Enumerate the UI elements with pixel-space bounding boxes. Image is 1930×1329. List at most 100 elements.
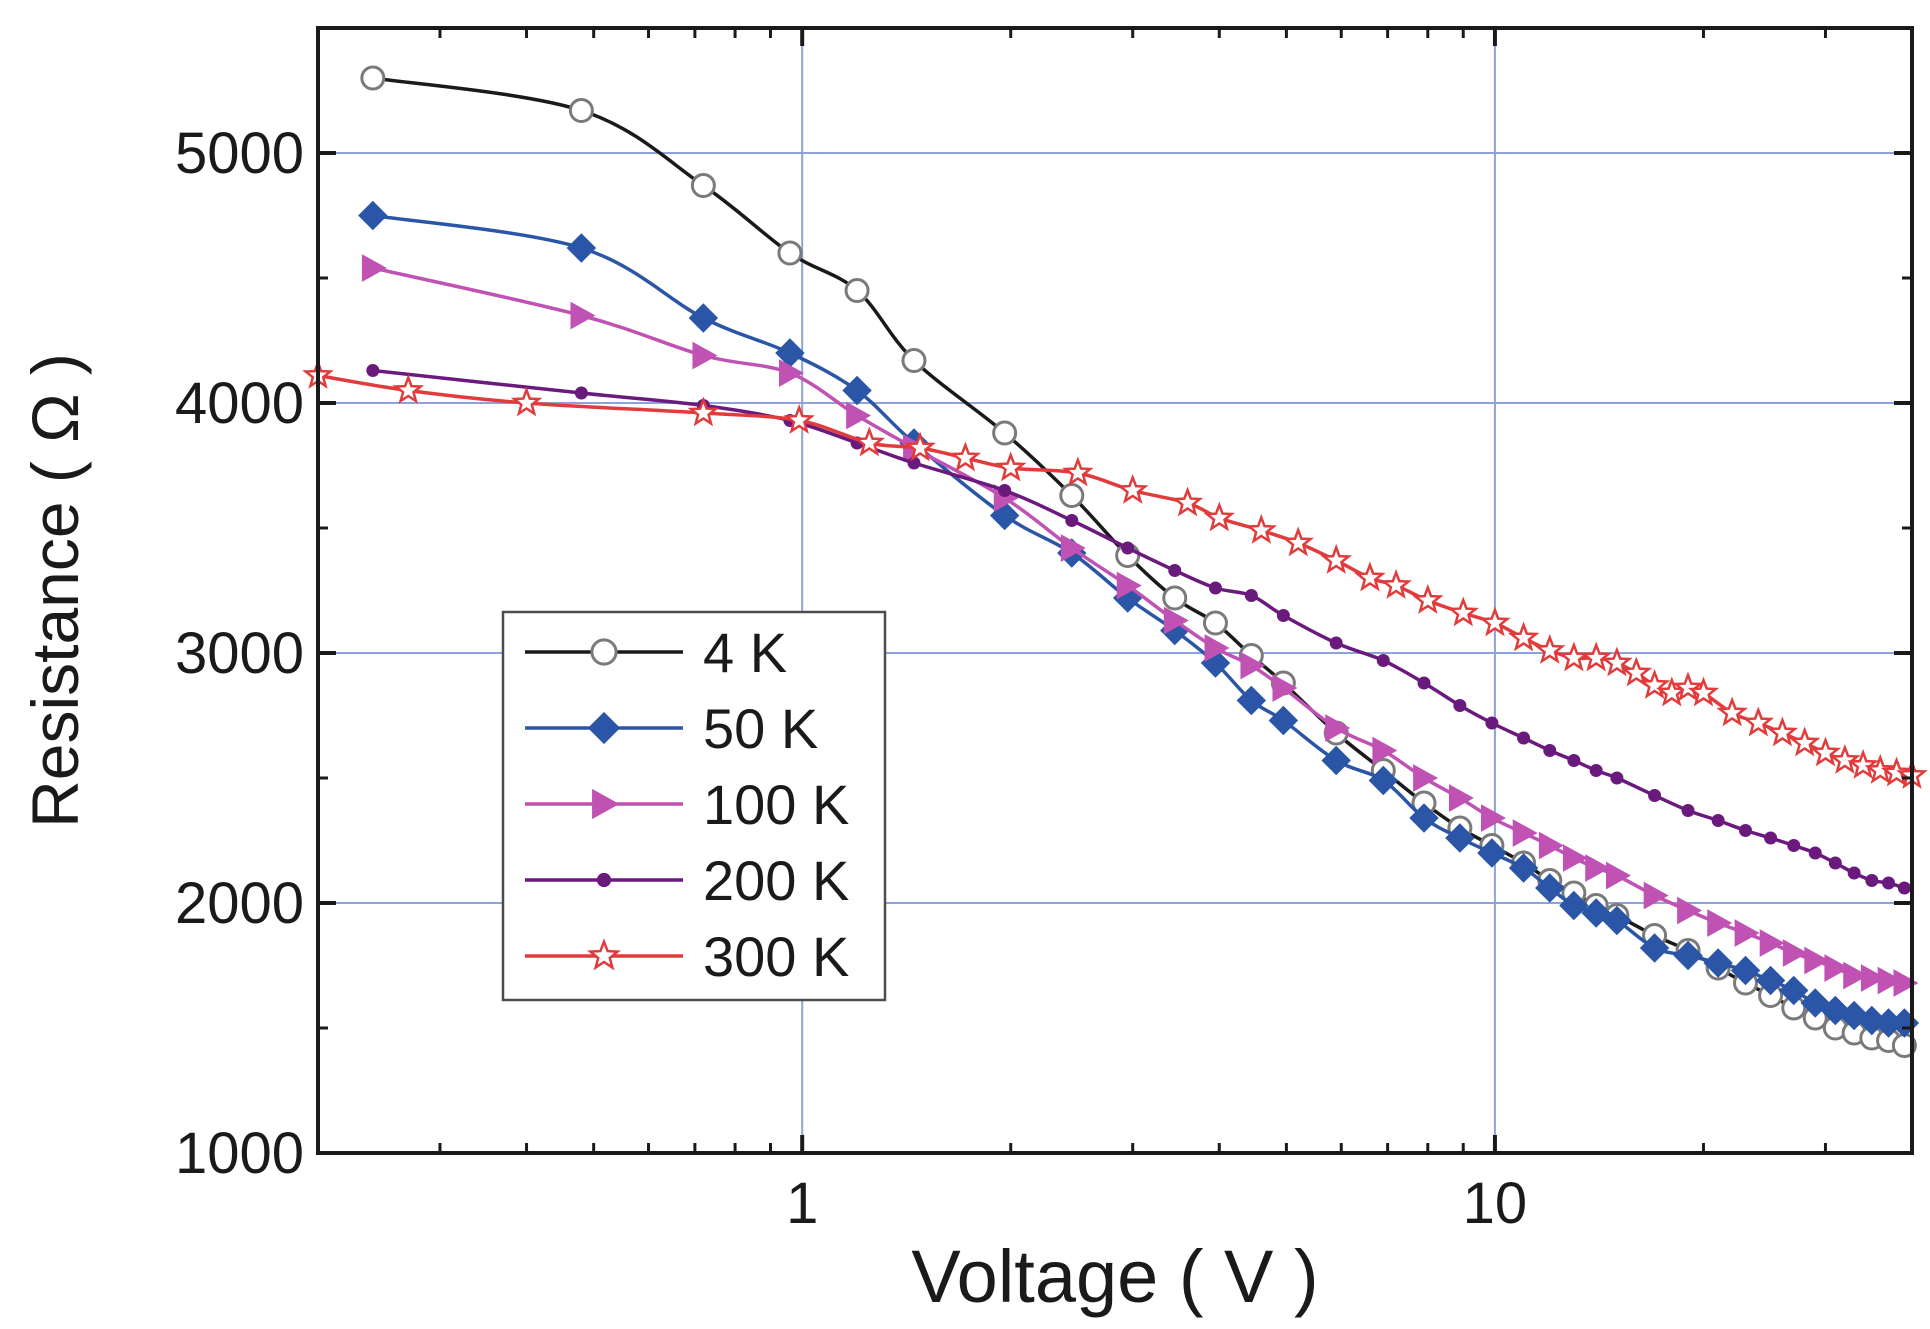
data-point (1535, 873, 1565, 903)
data-point (1716, 696, 1748, 727)
data-point (992, 420, 1018, 446)
y-tick-label: 4000 (175, 371, 304, 436)
data-point (1276, 609, 1290, 622)
data-point (1703, 948, 1733, 978)
data-point (510, 386, 543, 417)
data-point (1477, 838, 1507, 868)
data-point (1643, 881, 1669, 910)
data-point (566, 233, 597, 263)
data-point (1168, 564, 1182, 577)
data-point (692, 341, 718, 370)
legend-label: 100 K (703, 773, 849, 836)
data-point (1755, 965, 1786, 996)
series-300k (302, 358, 1928, 789)
data-point (1877, 966, 1903, 995)
data-point (783, 403, 815, 434)
data-point (1730, 955, 1761, 986)
data-point (1672, 671, 1704, 702)
data-point (1245, 513, 1278, 544)
legend: 4 K 50 K 100 K 200 K 300 K (501, 610, 887, 1002)
x-tick-label: 10 (1463, 1171, 1528, 1236)
data-point (1809, 736, 1842, 767)
data-point (358, 200, 388, 231)
data-point (1787, 839, 1801, 852)
data-point (1203, 501, 1235, 532)
legend-swatch-marker (596, 872, 612, 888)
data-point (1734, 919, 1760, 947)
data-point (1589, 764, 1603, 777)
data-point (1445, 823, 1475, 853)
data-point (842, 375, 872, 406)
data-point (844, 278, 870, 303)
y-axis-title: Resistance ( Ω ) (18, 353, 92, 828)
data-point (846, 401, 872, 430)
data-point (1372, 736, 1398, 765)
legend-swatch-marker (587, 711, 621, 745)
series-200k (366, 364, 1911, 895)
data-point (1638, 668, 1671, 699)
data-point (1121, 541, 1135, 555)
data-point (1060, 534, 1086, 562)
data-point (1117, 473, 1149, 504)
data-point (995, 451, 1027, 482)
data-point (1847, 748, 1879, 779)
data-point (1543, 744, 1557, 757)
data-point (1240, 651, 1266, 680)
data-point (1788, 726, 1821, 757)
data-point (1620, 656, 1653, 687)
data-point (1882, 876, 1896, 890)
data-point (1602, 905, 1632, 936)
data-point (1376, 654, 1390, 667)
data-point (570, 301, 596, 330)
data-series (302, 65, 1928, 1058)
data-point (1282, 526, 1315, 557)
data-point (1517, 731, 1531, 745)
data-point (360, 65, 386, 91)
data-point (1204, 634, 1230, 662)
data-point (1171, 486, 1204, 517)
data-point (1447, 596, 1479, 627)
data-point (366, 364, 380, 377)
data-point (1236, 685, 1267, 716)
data-point (1864, 753, 1897, 784)
data-point (1847, 866, 1861, 880)
data-point (1417, 676, 1431, 690)
data-point (1320, 543, 1353, 574)
data-point (1681, 804, 1695, 817)
data-point (1673, 940, 1703, 971)
data-point (1479, 606, 1511, 637)
data-point (1538, 831, 1564, 860)
data-point (1585, 854, 1611, 882)
data-point (1804, 946, 1830, 975)
data-point (907, 456, 921, 470)
data-point (392, 373, 425, 404)
y-tick-label: 1000 (175, 1121, 304, 1186)
data-point (1764, 831, 1778, 845)
data-point (1508, 853, 1539, 883)
data-point (1567, 754, 1581, 767)
data-point (1411, 583, 1444, 614)
data-point (690, 173, 716, 198)
data-point (1559, 890, 1589, 921)
legend-swatch-marker (590, 638, 618, 666)
data-point (1244, 589, 1258, 602)
data-point (1829, 743, 1861, 774)
legend-item: 300 K (525, 925, 849, 988)
data-point (1268, 705, 1299, 736)
data-point (1711, 814, 1725, 827)
data-point (568, 98, 594, 123)
data-point (1865, 874, 1879, 887)
data-point (1413, 764, 1439, 792)
plot-frame (316, 26, 1914, 1155)
data-point (1272, 674, 1298, 702)
data-point (1648, 789, 1662, 802)
data-point (1533, 633, 1566, 664)
data-point (1062, 456, 1094, 487)
data-point (1739, 824, 1753, 837)
data-point (1562, 844, 1588, 872)
data-point (1687, 676, 1720, 707)
data-point (1202, 610, 1228, 636)
legend-item: 4 K (525, 621, 787, 684)
x-axis-title: Voltage ( V ) (911, 1235, 1318, 1318)
